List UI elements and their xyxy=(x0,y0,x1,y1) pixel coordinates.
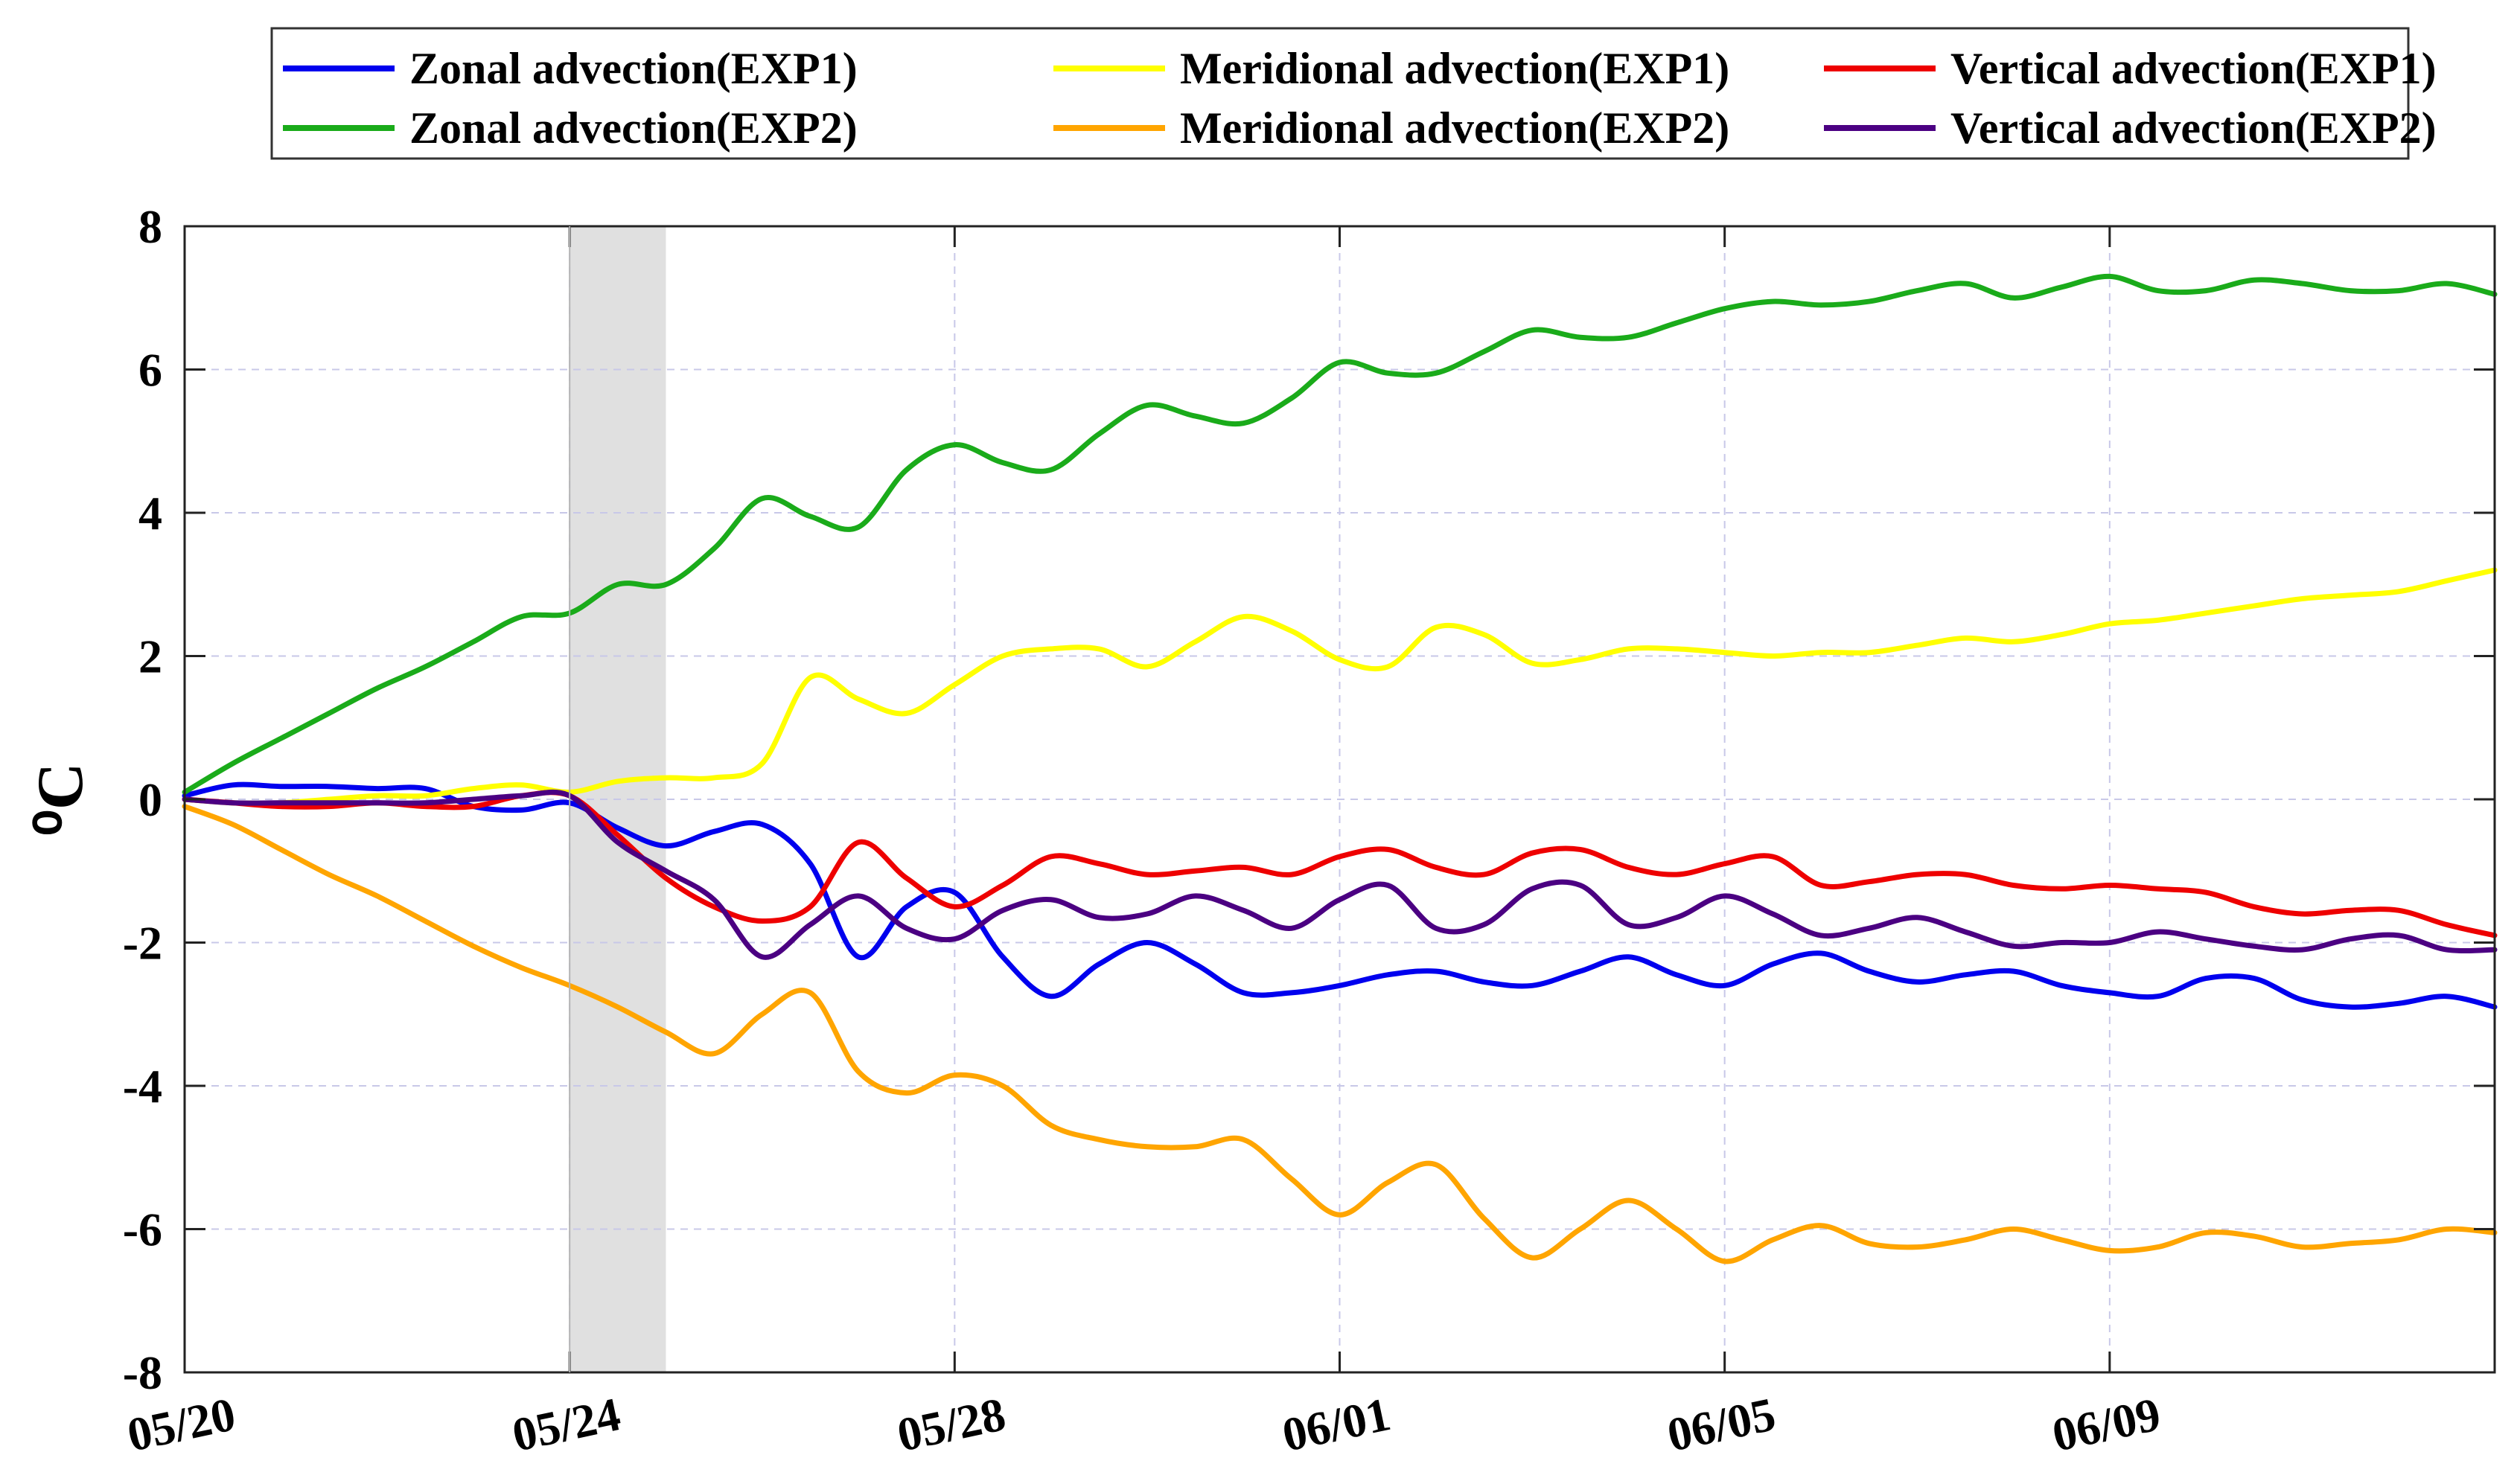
legend-entries: Zonal advection(EXP1) Meridional advectio… xyxy=(283,44,2437,153)
y-tick-label: 0 xyxy=(138,773,162,826)
y-axis-label: ⁰C xyxy=(25,763,97,837)
y-tick-label: 8 xyxy=(138,200,162,253)
y-tick-label: 4 xyxy=(138,487,162,540)
y-tick-label: 2 xyxy=(138,630,162,683)
legend: Zonal advection(EXP1) Meridional advectio… xyxy=(270,27,2437,160)
y-tick-label: -4 xyxy=(123,1060,162,1113)
series-line-vertical-advection-exp2 xyxy=(182,789,2498,960)
plot-area xyxy=(182,225,2498,1374)
tick-marks xyxy=(183,225,2495,1374)
y-tick-label: -6 xyxy=(123,1203,162,1256)
legend-label: Vertical advection(EXP2) xyxy=(1950,103,2437,153)
legend-label: Zonal advection(EXP2) xyxy=(409,103,858,153)
legend-label: Zonal advection(EXP1) xyxy=(409,44,858,93)
y-tick-label: 6 xyxy=(138,344,162,397)
series-line-zonal-advection-exp1 xyxy=(182,781,2498,1010)
grid-lines xyxy=(185,226,2495,1372)
y-tick-label: -8 xyxy=(123,1346,162,1399)
legend-box xyxy=(270,27,2410,160)
legend-label: Vertical advection(EXP1) xyxy=(1950,44,2437,93)
series-line-meridional-advection-exp2 xyxy=(182,804,2498,1264)
y-axis-ticks: 8 6 4 2 0 -2 -4 -6 -8 xyxy=(123,200,162,1399)
legend-label: Meridional advection(EXP2) xyxy=(1180,103,1729,153)
legend-label: Meridional advection(EXP1) xyxy=(1180,44,1729,93)
y-tick-label: -2 xyxy=(123,917,162,970)
